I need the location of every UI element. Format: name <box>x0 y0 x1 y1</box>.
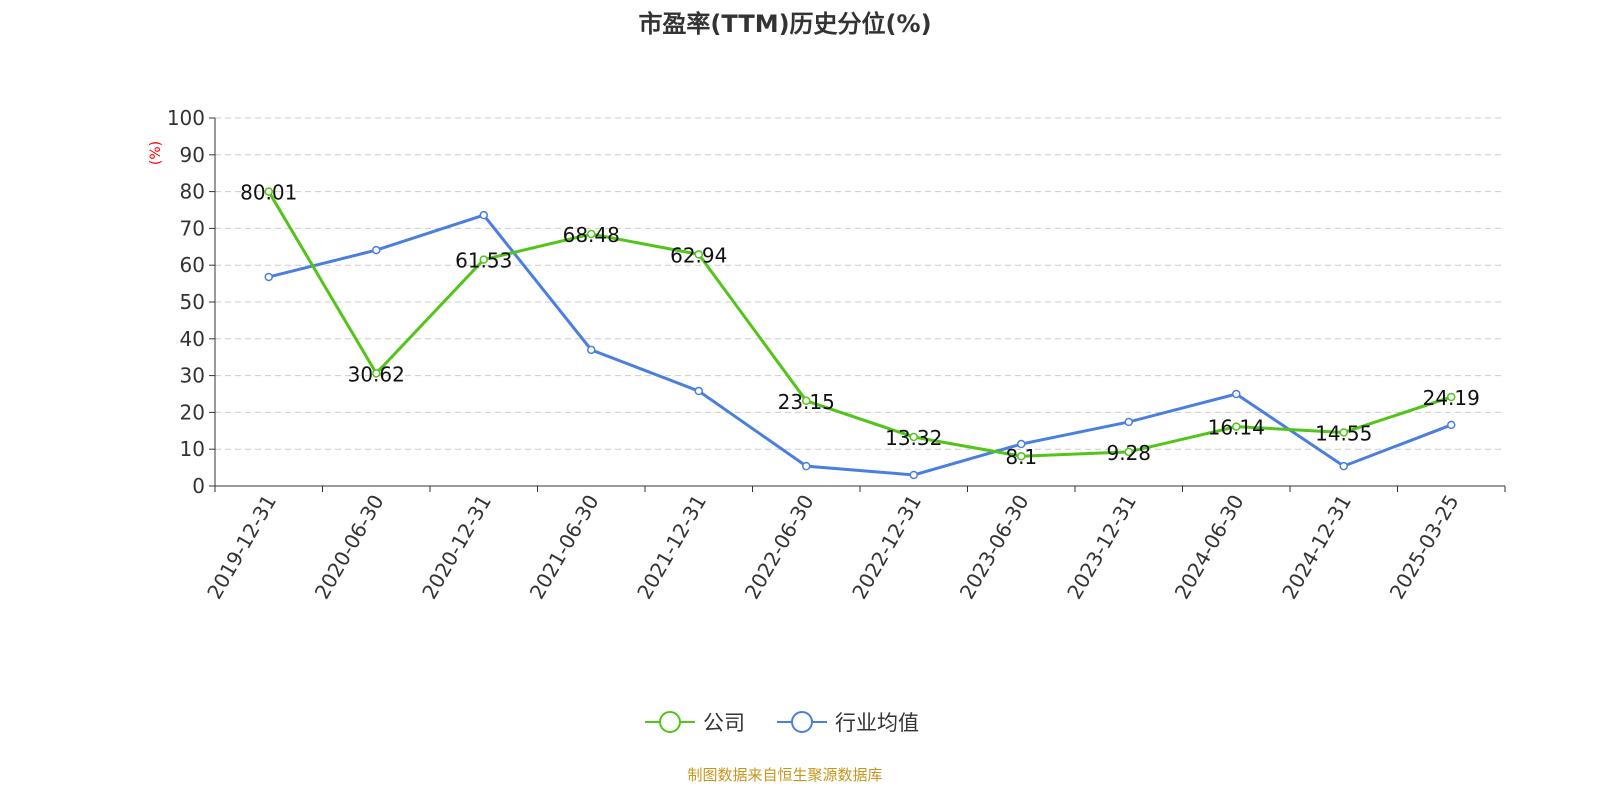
y-tick-label: 50 <box>180 290 205 314</box>
data-label: 62.94 <box>670 243 727 267</box>
x-tick-label: 2024-12-31 <box>1277 491 1356 604</box>
data-label: 61.53 <box>455 249 512 273</box>
x-tick-label: 2023-12-31 <box>1062 491 1141 604</box>
data-label: 14.55 <box>1315 421 1372 445</box>
x-tick-label: 2021-06-30 <box>525 491 604 604</box>
data-point[interactable] <box>479 210 488 220</box>
source-footer: 制图数据来自恒生聚源数据库 <box>687 766 882 784</box>
legend-marker[interactable] <box>659 711 681 733</box>
y-tick-label: 40 <box>180 327 205 351</box>
x-tick-label: 2020-06-30 <box>310 491 389 604</box>
data-point[interactable] <box>1339 428 1348 437</box>
y-tick-label: 30 <box>180 364 205 388</box>
data-point[interactable] <box>587 229 596 239</box>
data-label: 16.14 <box>1208 416 1265 440</box>
data-point[interactable] <box>909 432 918 442</box>
data-point[interactable] <box>1017 439 1026 449</box>
data-label: 23.15 <box>778 390 835 414</box>
data-point[interactable] <box>264 272 273 282</box>
y-tick-label: 90 <box>180 143 205 167</box>
data-point[interactable] <box>802 396 811 406</box>
data-point[interactable] <box>372 245 381 255</box>
legend-label[interactable]: 公司 <box>703 711 745 735</box>
data-label: 13.32 <box>885 426 942 450</box>
x-tick-label: 2022-12-31 <box>847 491 926 604</box>
data-point[interactable] <box>1124 447 1133 457</box>
data-label: 80.01 <box>240 181 297 205</box>
data-point[interactable] <box>1017 451 1026 461</box>
data-point[interactable] <box>264 187 273 196</box>
x-tick-label: 2023-06-30 <box>955 491 1034 604</box>
x-tick-label: 2022-06-30 <box>740 491 819 604</box>
y-axis-label: (%) <box>148 141 164 165</box>
data-point[interactable] <box>1339 461 1348 471</box>
x-tick-label: 2024-06-30 <box>1170 491 1249 604</box>
data-point[interactable] <box>587 345 596 355</box>
series-line <box>268 213 1452 477</box>
data-label: 68.48 <box>563 223 620 247</box>
data-point[interactable] <box>1447 420 1456 430</box>
y-tick-label: 100 <box>167 106 205 130</box>
x-tick-label: 2021-12-31 <box>632 491 711 604</box>
series-line <box>267 190 1452 458</box>
x-tick-label: 2025-03-25 <box>1385 491 1464 604</box>
x-tick-label: 2019-12-31 <box>202 491 281 604</box>
y-tick-label: 80 <box>180 180 205 204</box>
data-label: 30.62 <box>348 362 405 386</box>
data-label: 9.28 <box>1106 441 1151 465</box>
data-point[interactable] <box>1447 392 1456 402</box>
y-tick-label: 10 <box>180 437 205 461</box>
y-tick-label: 0 <box>192 474 205 498</box>
legend-marker[interactable] <box>791 711 813 733</box>
chart-title: 市盈率(TTM)历史分位(%) <box>638 10 931 38</box>
data-point[interactable] <box>372 369 381 378</box>
y-tick-label: 70 <box>180 216 205 240</box>
data-point[interactable] <box>1232 422 1241 431</box>
y-tick-label: 60 <box>180 253 205 277</box>
legend-label[interactable]: 行业均值 <box>835 711 919 735</box>
data-point[interactable] <box>1232 389 1241 399</box>
data-point[interactable] <box>909 470 918 480</box>
data-point[interactable] <box>802 461 811 471</box>
data-point[interactable] <box>1124 417 1133 427</box>
data-label: 24.19 <box>1423 386 1480 410</box>
x-tick-label: 2020-12-31 <box>417 491 496 604</box>
data-point[interactable] <box>479 255 488 264</box>
data-label: 8.1 <box>1005 445 1037 469</box>
data-point[interactable] <box>694 250 703 259</box>
y-tick-label: 20 <box>180 400 205 424</box>
data-point[interactable] <box>694 386 703 396</box>
